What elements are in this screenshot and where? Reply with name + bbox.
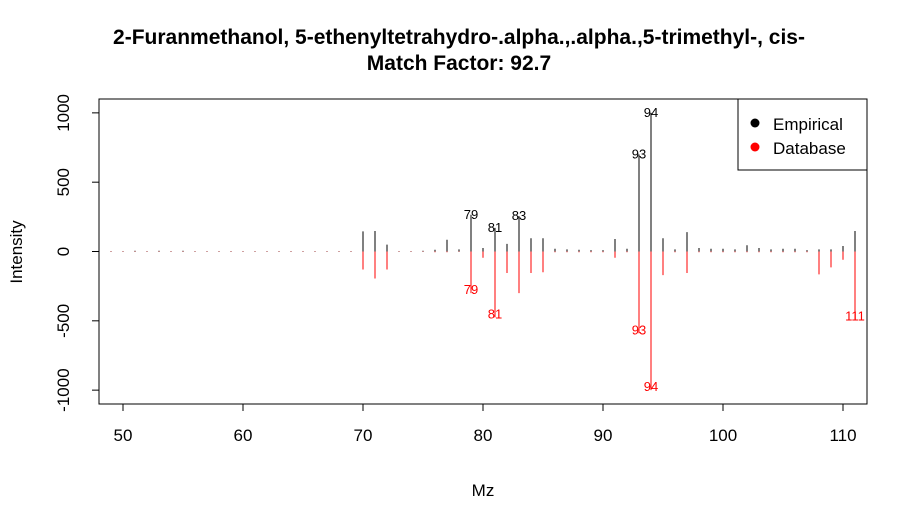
database-peak-label-79: 79	[464, 282, 478, 297]
legend-box	[737, 98, 868, 171]
y-tick-label: 1000	[54, 94, 73, 132]
empirical-peak-label-94: 94	[644, 105, 658, 120]
legend-label-database: Database	[773, 139, 846, 158]
empirical-peak-label-83: 83	[512, 208, 526, 223]
x-tick-label: 70	[354, 426, 373, 445]
y-tick-label: 500	[54, 168, 73, 196]
x-axis-label: Mz	[472, 481, 495, 500]
empirical-peak-label-81: 81	[488, 220, 502, 235]
empirical-peak-label-93: 93	[632, 147, 646, 162]
y-tick-label: -500	[54, 304, 73, 338]
legend-marker-database	[750, 142, 760, 152]
y-tick-label: -1000	[54, 368, 73, 411]
x-tick-label: 90	[594, 426, 613, 445]
peak-labels: 79 81 83 93 94 79 81 93 94 111	[464, 105, 865, 394]
chart-subtitle: Match Factor: 92.7	[366, 52, 552, 75]
legend: Empirical Database	[737, 98, 868, 171]
database-peak-label-93: 93	[632, 322, 646, 337]
y-axis-label: Intensity	[7, 220, 26, 284]
y-tick-label: 0	[54, 247, 73, 256]
x-tick-label: 100	[709, 426, 737, 445]
chart-title: 2-Furanmethanol, 5-ethenyltetrahydro-.al…	[113, 26, 805, 49]
x-axis: 50 60 70 80 90 100 110	[114, 403, 857, 445]
x-tick-label: 80	[474, 426, 493, 445]
database-peak-label-111: 111	[845, 308, 865, 323]
database-peak-label-94: 94	[644, 379, 658, 394]
legend-label-empirical: Empirical	[773, 115, 843, 134]
database-peak-label-81: 81	[488, 306, 502, 321]
x-tick-label: 60	[234, 426, 253, 445]
legend-marker-empirical	[750, 118, 760, 128]
x-tick-label: 110	[829, 426, 856, 445]
spectrum-sticks	[110, 112, 868, 391]
x-tick-label: 50	[114, 426, 133, 445]
empirical-peak-label-79: 79	[464, 207, 478, 222]
y-axis: -1000 -500 0 500 1000	[54, 94, 100, 412]
